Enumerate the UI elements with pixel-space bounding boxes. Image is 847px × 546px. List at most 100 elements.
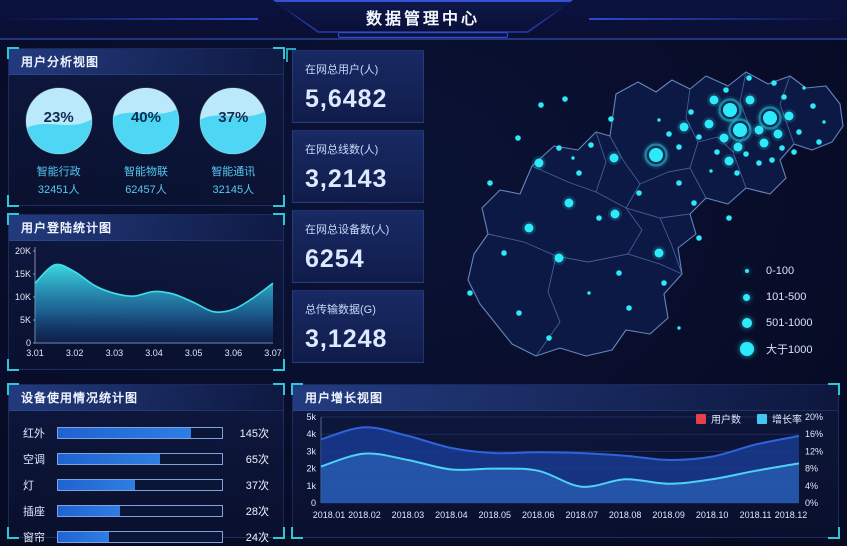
bubble-size-icon [743, 293, 750, 301]
legend-item-growth-rate[interactable]: 增长率 [757, 411, 802, 426]
legend-swatch-red [696, 413, 706, 424]
gauge-count: 32145人 [212, 184, 255, 196]
device-bar-chart: 红外 145次 空调 65次 灯 37次 插座 28次 窗帘 [9, 411, 283, 546]
panel-device-usage: 设备使用情况统计图 红外 145次 空调 65次 灯 37次 插座 28次 [7, 383, 285, 544]
stat-label: 在网总设备数(人) [305, 224, 390, 236]
growth-chart-legend: 用户数 增长率 [696, 411, 802, 426]
bar-track [57, 531, 223, 543]
header-decor-line-left [0, 18, 258, 20]
map-legend-item-over-1000[interactable]: 大于1000 [740, 336, 813, 362]
svg-text:2018.06: 2018.06 [522, 510, 555, 520]
svg-text:2018.03: 2018.03 [392, 510, 425, 520]
svg-text:3.03: 3.03 [106, 348, 124, 358]
svg-text:2018.08: 2018.08 [609, 510, 642, 520]
bar-row-curtain: 窗帘 24次 [23, 527, 269, 546]
svg-text:0: 0 [26, 338, 31, 348]
bubble-size-icon [740, 342, 754, 356]
gauge-comm: 37% 智能通讯 32145人 [191, 85, 275, 197]
map-legend-item-0-100[interactable]: 0-100 [740, 258, 813, 284]
bar-label: 窗帘 [23, 532, 45, 544]
legend-item-users[interactable]: 用户数 [696, 411, 741, 426]
panel-user-growth-header: 用户增长视图 [293, 385, 838, 411]
svg-text:3.05: 3.05 [185, 348, 203, 358]
gauge-percent: 37% [218, 109, 249, 126]
svg-text:3.07: 3.07 [264, 348, 282, 358]
svg-text:20%: 20% [805, 412, 823, 422]
panel-device-usage-header: 设备使用情况统计图 [9, 385, 283, 411]
bar-value: 37次 [245, 480, 269, 492]
liquid-gauge-chart [25, 87, 93, 155]
legend-swatch-cyan [757, 413, 767, 424]
panel-login-stats-header: 用户登陆统计图 [9, 215, 283, 241]
bar-fill [58, 480, 136, 490]
svg-text:12%: 12% [805, 446, 823, 456]
svg-text:2018.09: 2018.09 [652, 510, 685, 520]
bar-track [57, 427, 223, 439]
gauge-name: 智能行政 [36, 166, 81, 178]
stat-label: 在网总用户(人) [305, 64, 379, 76]
map-legend-item-501-1000[interactable]: 501-1000 [740, 310, 813, 336]
svg-text:3k: 3k [306, 446, 316, 456]
panel-user-growth: 用户增长视图 用户数 增长率 0 0% 1k 4% 2k 8% 3k 12% 4k 16% 5k 20… [291, 383, 840, 539]
bar-track [57, 453, 223, 465]
gauge-name: 智能通讯 [211, 166, 256, 178]
bar-track [57, 479, 223, 491]
stat-value: 3,1248 [305, 325, 388, 353]
gauge-count: 62457人 [125, 184, 167, 196]
panel-user-analysis-title: 用户分析视图 [21, 55, 100, 69]
svg-text:3.06: 3.06 [225, 348, 243, 358]
gauge-count: 32451人 [37, 184, 80, 196]
map-svg [467, 71, 844, 357]
svg-text:2018.04: 2018.04 [435, 510, 468, 520]
header-decor-line-right [589, 18, 847, 20]
svg-text:2018.12: 2018.12 [775, 510, 808, 520]
growth-area-chart: 0 0% 1k 4% 2k 8% 3k 12% 4k 16% 5k 20% 2018.01 2018.02… [306, 412, 823, 520]
stat-card-total-data: 总传输数据(G) 3,1248 [292, 290, 424, 363]
svg-text:2018.10: 2018.10 [696, 510, 729, 520]
bubble-size-icon [745, 269, 749, 273]
liquid-gauge-chart [112, 87, 180, 155]
svg-text:8%: 8% [805, 464, 818, 474]
bar-fill [58, 506, 121, 516]
bar-row-socket: 插座 28次 [23, 501, 269, 521]
stat-value: 5,6482 [305, 85, 388, 113]
gauge-percent: 23% [43, 109, 74, 126]
svg-text:3.04: 3.04 [145, 348, 163, 358]
svg-text:15K: 15K [15, 269, 31, 279]
bar-value: 28次 [245, 506, 269, 518]
panel-device-usage-title: 设备使用情况统计图 [21, 391, 139, 405]
bar-value: 65次 [245, 454, 269, 466]
panel-user-analysis: 用户分析视图 23% 智能行政 32451人 40% 智能物联 62457人 3… [7, 47, 285, 207]
panel-user-analysis-header: 用户分析视图 [9, 49, 283, 75]
legend-label: 用户数 [711, 415, 741, 426]
map-legend: 0-100 101-500 501-1000 大于1000 [740, 258, 813, 362]
svg-text:5k: 5k [306, 412, 316, 422]
gauge-admin: 23% 智能行政 32451人 [17, 85, 101, 197]
legend-label: 增长率 [772, 415, 802, 426]
svg-text:2k: 2k [306, 464, 316, 474]
bar-fill [58, 532, 109, 542]
province-map [428, 42, 844, 378]
stat-card-total-devices: 在网总设备数(人) 6254 [292, 210, 424, 283]
svg-text:2018.07: 2018.07 [565, 510, 598, 520]
map-legend-label: 101-500 [766, 291, 807, 303]
svg-text:0: 0 [311, 498, 316, 508]
map-region-bracket [286, 48, 296, 62]
svg-text:4%: 4% [805, 481, 818, 491]
svg-text:2018.02: 2018.02 [348, 510, 381, 520]
panel-login-stats: 用户登陆统计图 0 5K 10K 15K 20K 3.01 3.02 3.03 3.04 3.05… [7, 213, 285, 371]
map-legend-label: 0-100 [766, 265, 795, 277]
stat-value: 3,2143 [305, 165, 388, 193]
bar-label: 插座 [23, 506, 45, 518]
svg-text:16%: 16% [805, 429, 823, 439]
title-underbar-decor [338, 32, 508, 38]
login-area-chart: 0 5K 10K 15K 20K 3.01 3.02 3.03 3.04 3.05 3.06 3.07 [15, 246, 282, 358]
bar-fill [58, 428, 191, 438]
map-legend-label: 大于1000 [766, 344, 813, 356]
bar-label: 灯 [23, 480, 34, 492]
stat-card-total-users: 在网总用户(人) 5,6482 [292, 50, 424, 123]
svg-text:3.01: 3.01 [26, 348, 44, 358]
map-legend-item-101-500[interactable]: 101-500 [740, 284, 813, 310]
bar-row-light: 灯 37次 [23, 475, 269, 495]
